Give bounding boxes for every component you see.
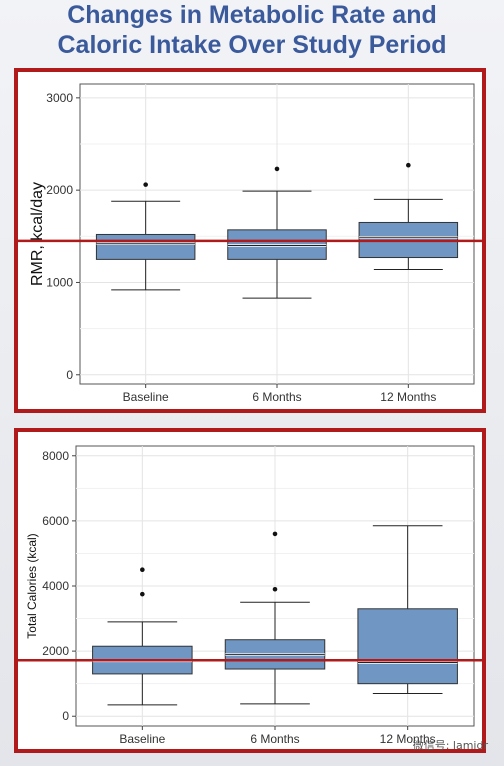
x-tick-label: 6 Months: [252, 390, 301, 404]
y-axis-label: Total Calories (kcal): [25, 533, 39, 638]
x-tick-label: Baseline: [119, 732, 165, 746]
y-tick-label: 0: [66, 368, 73, 382]
y-tick-label: 1000: [46, 275, 73, 289]
title-line-1: Changes in Metabolic Rate and: [67, 1, 437, 29]
watermark: 微信号: lamidr: [412, 739, 488, 752]
y-tick-label: 3000: [46, 91, 73, 105]
calories-chart-panel: 0 2000 4000 6000 8000 Baseline 6 Months 12 Mont…: [14, 428, 486, 753]
outlier-point: [143, 182, 148, 187]
x-tick-label: 6 Months: [250, 732, 299, 746]
y-axis-label: RMR, kcal/day: [29, 182, 46, 286]
x-tick-label: 12 Months: [380, 390, 436, 404]
box-12-months: [357, 608, 458, 685]
outlier-point: [272, 531, 278, 537]
outlier-point: [272, 586, 278, 592]
y-tick-label: 6000: [42, 514, 69, 528]
y-tick-label: 8000: [42, 449, 69, 463]
outlier-point: [140, 567, 145, 573]
y-tick-label: 2000: [46, 183, 73, 197]
rmr-chart-panel: 0 1000 2000 3000 Baseline 6 Months 12 Months RM…: [14, 68, 486, 413]
outlier-point: [406, 162, 411, 168]
title-line-2: Caloric Intake Over Study Period: [57, 31, 447, 59]
calories-boxplot: 0 2000 4000 6000 8000 Baseline 6 Months 12 Mont…: [18, 445, 482, 746]
y-tick-label: 2000: [42, 644, 69, 658]
x-tick-label: 12 Months: [380, 732, 436, 746]
y-tick-label: 4000: [42, 579, 69, 593]
box-baseline: [95, 233, 196, 260]
outlier-point: [274, 166, 280, 172]
x-tick-label: Baseline: [123, 390, 169, 404]
chart-title: Changes in Metabolic Rate and Caloric In…: [0, 0, 504, 60]
rmr-boxplot: 0 1000 2000 3000 Baseline 6 Months 12 Months RM…: [18, 83, 482, 404]
outlier-point: [140, 591, 145, 597]
y-tick-label: 0: [62, 709, 69, 723]
